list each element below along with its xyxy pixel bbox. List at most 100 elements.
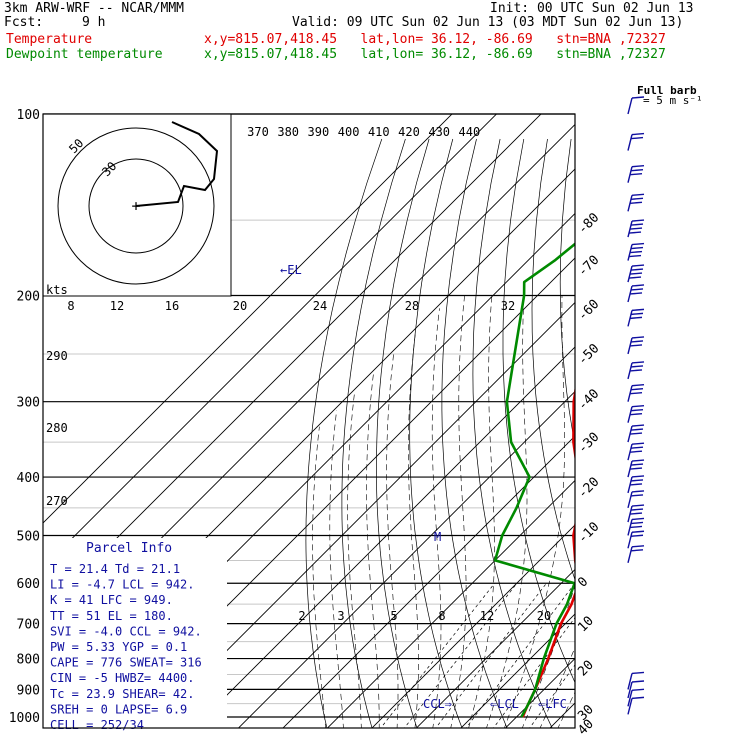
plot-border xyxy=(42,113,576,729)
isotherm-line xyxy=(460,613,575,728)
wind-barb xyxy=(627,308,645,327)
mixing-ratio-label: 3 xyxy=(337,609,344,623)
wind-barb xyxy=(627,459,645,478)
theta-label: 410 xyxy=(368,125,390,139)
dry-adiabat xyxy=(341,138,406,728)
dry-adiabat xyxy=(376,138,430,728)
isotherm-line xyxy=(637,86,740,729)
wind-barb xyxy=(627,530,645,549)
theta-left-label: 290 xyxy=(46,349,68,363)
lcl-annotation: ⇐LCL xyxy=(490,697,519,711)
temperature-axis-label: 40 xyxy=(575,717,597,739)
dewpoint-legend: Dewpoint temperature xyxy=(6,47,163,62)
isotherm-line xyxy=(282,435,575,728)
parcel-info-row: CIN = -5 HWBZ= 4400. xyxy=(50,671,195,685)
temperature-legend: Temperature xyxy=(6,32,93,47)
parcel-info-box xyxy=(43,538,227,728)
mixing-ratio-label: 8 xyxy=(438,609,445,623)
theta-e-label: 20 xyxy=(233,299,247,313)
isotherm-line xyxy=(237,390,575,728)
moist-adiabat xyxy=(521,584,575,728)
mixing-ratio-line xyxy=(380,582,495,728)
moist-adiabat xyxy=(486,295,528,728)
mixing-ratio-line xyxy=(493,616,575,728)
theta-label: 440 xyxy=(459,125,481,139)
moist-adiabat xyxy=(329,410,344,728)
hodograph-unit: kts xyxy=(46,283,68,297)
pressure-label: 300 xyxy=(17,396,40,411)
theta-label: 430 xyxy=(428,125,450,139)
pressure-label: 1000 xyxy=(9,711,40,726)
lfc-annotation: ⇐LFC xyxy=(538,697,567,711)
theta-e-label: 8 xyxy=(67,299,74,313)
wind-barb xyxy=(627,688,645,707)
dewpoint-location: x,y=815.07,418.45 lat,lon= 36.12, -86.69… xyxy=(204,47,666,62)
wind-barb xyxy=(627,219,645,238)
isotherm-line xyxy=(193,346,575,728)
pressure-label: 600 xyxy=(17,577,40,592)
wind-barb xyxy=(627,96,645,115)
pressure-label: 400 xyxy=(17,471,40,486)
temperature-axis-label: -30 xyxy=(575,430,602,457)
theta-label: 400 xyxy=(338,125,360,139)
parcel-info-row: K = 41 LFC = 949. xyxy=(50,593,173,607)
isotherm-line xyxy=(415,568,575,728)
pressure-label: 100 xyxy=(17,108,40,123)
temperature-axis-label: -10 xyxy=(575,519,602,546)
dry-adiabat xyxy=(690,139,740,730)
wind-barb xyxy=(627,165,645,183)
wind-barb xyxy=(627,242,645,261)
mixing-ratio-line xyxy=(465,582,575,728)
theta-label: 420 xyxy=(398,125,420,139)
temperature-axis-label: 10 xyxy=(575,614,597,636)
theta-label: 380 xyxy=(277,125,299,139)
moist-adiabat xyxy=(386,353,399,728)
hodograph-trace xyxy=(135,121,219,207)
temperature-axis-label: 0 xyxy=(575,574,591,590)
hodograph-ring-outer xyxy=(57,127,215,285)
isotherm-line xyxy=(43,114,453,524)
parcel-info-row: SVI = -4.0 CCL = 942. xyxy=(50,624,202,638)
parcel-info-row: PW = 5.33 YGP = 0.1 xyxy=(50,640,187,654)
temperature-axis-label: -20 xyxy=(575,475,602,502)
mixing-ratio-line xyxy=(435,582,547,728)
moist-adiabat xyxy=(504,295,565,728)
el-annotation: ←EL xyxy=(280,263,302,277)
isotherm-line xyxy=(549,702,575,728)
wind-barb xyxy=(627,336,645,355)
moist-adiabat xyxy=(312,426,326,728)
theta-label: 370 xyxy=(247,125,269,139)
pressure-label: 900 xyxy=(17,683,40,698)
wind-barb xyxy=(627,517,645,536)
wind-barb xyxy=(627,361,645,380)
isotherm-line xyxy=(43,114,542,613)
valid-time: Valid: 09 UTC Sun 02 Jun 13 (03 MDT Sun … xyxy=(292,15,684,30)
pressure-label: 500 xyxy=(17,529,40,544)
forecast-hour: 9 h xyxy=(82,15,106,30)
mixing-ratio-label: 5 xyxy=(390,609,397,623)
theta-label: 390 xyxy=(308,125,330,139)
wind-barb xyxy=(627,490,645,509)
wind-barb xyxy=(627,284,645,303)
temperature-axis-label: -40 xyxy=(575,386,602,413)
pressure-label: 200 xyxy=(17,290,40,305)
dry-adiabat xyxy=(502,138,575,684)
wind-barb xyxy=(627,384,645,402)
theta-left-label: 280 xyxy=(46,421,68,435)
wind-barb xyxy=(627,504,645,523)
dry-adiabat xyxy=(472,138,553,728)
theta-e-label: 28 xyxy=(405,299,419,313)
temperature-axis-label: -70 xyxy=(575,253,602,280)
wind-barb xyxy=(627,132,645,151)
ccl-annotation: CCL⇒ xyxy=(423,697,452,711)
temperature-axis-label: 20 xyxy=(575,658,597,680)
fullbarb-unit: = 5 m s⁻¹ xyxy=(643,94,703,107)
parcel-info-row: LI = -4.7 LCL = 942. xyxy=(50,578,195,592)
series-line xyxy=(493,242,575,718)
theta-e-label: 32 xyxy=(501,299,515,313)
init-time: Init: 00 UTC Sun 02 Jun 13 xyxy=(490,1,694,16)
dry-adiabat xyxy=(588,139,734,730)
dry-adiabat xyxy=(409,138,463,728)
parcel-info-row: SREH = 0 LAPSE= 6.9 xyxy=(50,702,187,716)
isotherm-line xyxy=(148,301,575,728)
